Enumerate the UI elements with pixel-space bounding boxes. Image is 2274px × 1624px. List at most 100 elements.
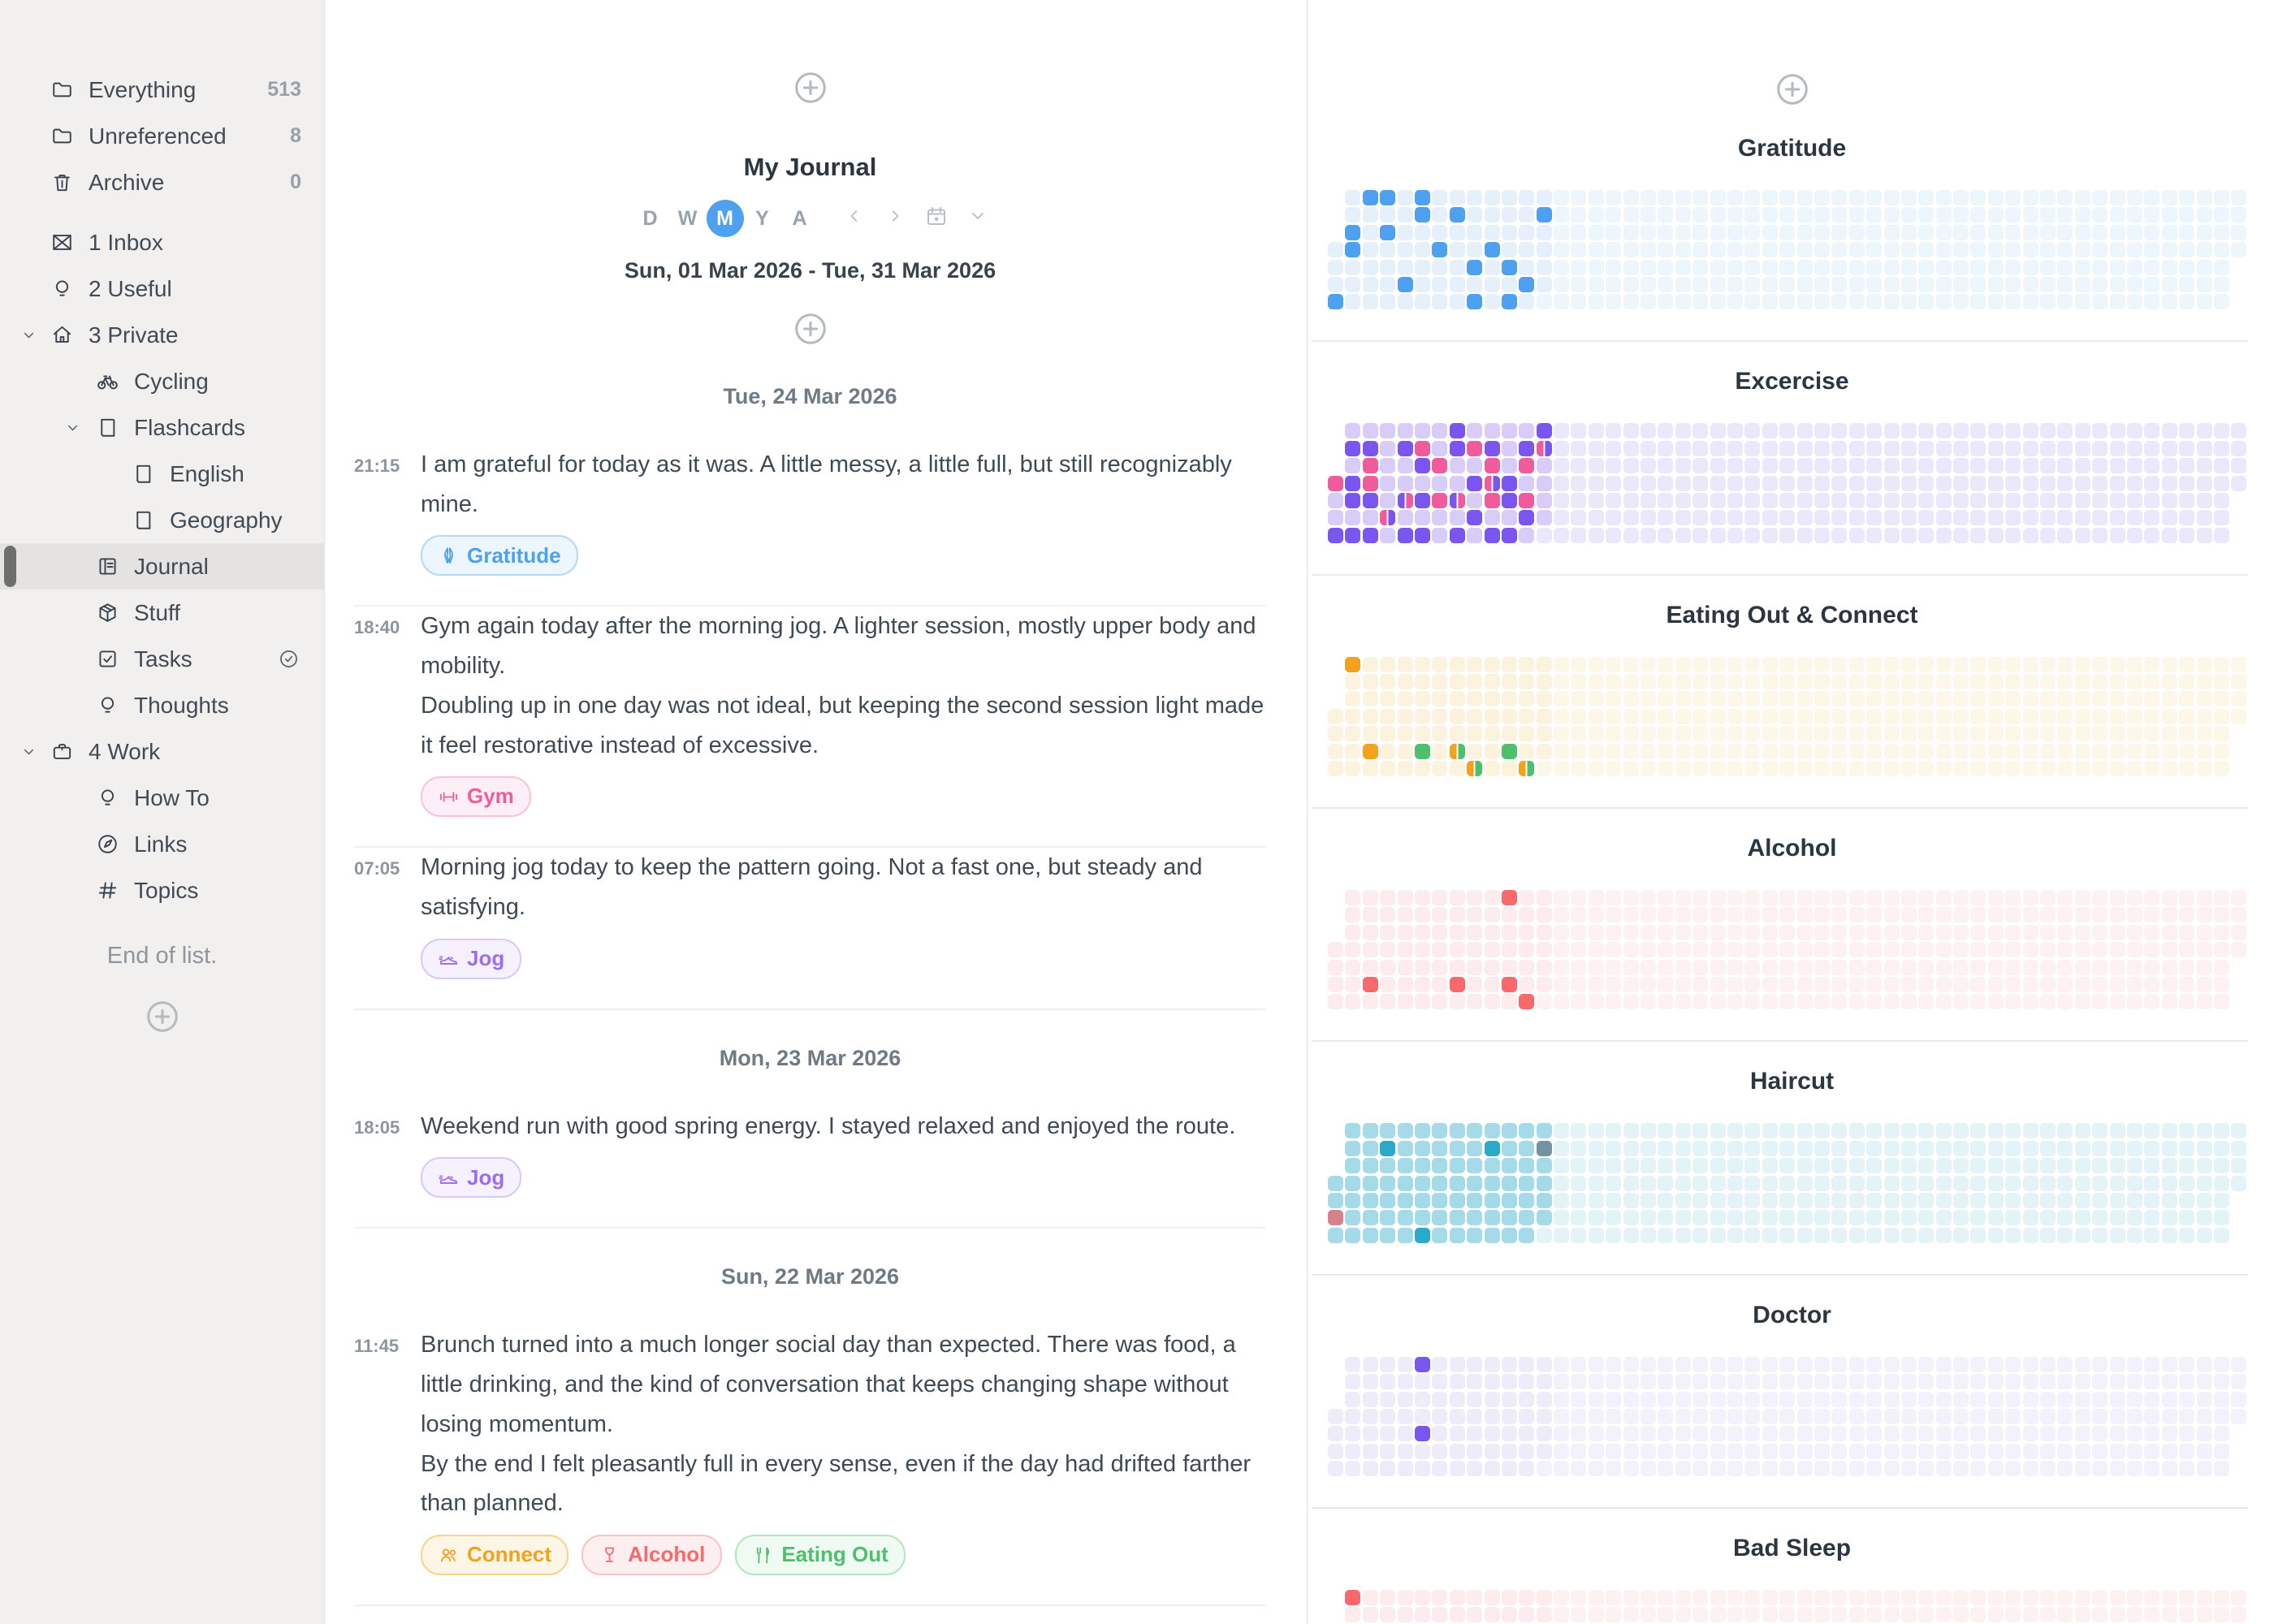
habit-cell[interactable] [1779,207,1796,223]
habit-cell[interactable] [1796,1443,1813,1459]
habit-cell[interactable] [1623,959,1639,975]
habit-cell[interactable] [1432,1210,1448,1226]
habit-cell[interactable] [1675,691,1691,707]
habit-cell[interactable] [1970,440,1987,456]
habit-cell[interactable] [1623,1123,1639,1139]
habit-cell[interactable] [2005,726,2021,742]
habit-cell[interactable] [1831,1210,1848,1226]
habit-cell[interactable] [1414,994,1430,1010]
habit-cell[interactable] [1345,510,1361,526]
habit-cell[interactable] [1693,674,1709,690]
habit-cell[interactable] [1658,510,1674,526]
habit-cell[interactable] [2092,761,2108,777]
habit-cell[interactable] [1641,294,1657,310]
habit-cell[interactable] [2144,224,2160,240]
habit-cell[interactable] [2109,1192,2125,1208]
habit-cell[interactable] [2109,1374,2125,1390]
habit-cell[interactable] [1658,726,1674,742]
habit-cell[interactable] [1501,440,1517,456]
habit-cell[interactable] [2144,656,2160,672]
habit-cell[interactable] [1623,674,1639,690]
habit-cell[interactable] [1831,708,1848,724]
habit-cell[interactable] [1501,1391,1517,1407]
habit-cell[interactable] [2022,242,2038,258]
habit-cell[interactable] [1831,674,1848,690]
habit-cell[interactable] [1658,1158,1674,1174]
habit-cell[interactable] [1814,890,1830,906]
habit-cell[interactable] [2022,1158,2038,1174]
habit-cell[interactable] [1796,492,1813,508]
habit-cell[interactable] [1571,1426,1587,1442]
habit-cell[interactable] [2005,458,2021,474]
habit-cell[interactable] [1414,423,1430,439]
habit-cell[interactable] [1935,1461,1952,1477]
habit-cell[interactable] [1831,207,1848,223]
habit-cell[interactable] [1658,976,1674,992]
habit-cell[interactable] [1900,1192,1917,1208]
habit-cell[interactable] [1328,1408,1343,1424]
habit-cell[interactable] [1554,1175,1570,1191]
habit-cell[interactable] [1536,1590,1552,1606]
habit-cell[interactable] [1744,743,1761,759]
habit-cell[interactable] [1744,207,1761,223]
habit-cell[interactable] [1362,1192,1378,1208]
habit-cell[interactable] [2022,423,2038,439]
habit-cell[interactable] [1414,1391,1430,1407]
habit-cell[interactable] [2144,1123,2160,1139]
habit-cell[interactable] [1675,761,1691,777]
habit-cell[interactable] [2109,242,2125,258]
habit-cell[interactable] [2144,440,2160,456]
habit-cell[interactable] [2109,510,2125,526]
habit-cell[interactable] [1779,1210,1796,1226]
habit-cell[interactable] [1554,1408,1570,1424]
habit-cell[interactable] [1484,1443,1500,1459]
habit-cell[interactable] [1693,1426,1709,1442]
habit-cell[interactable] [1571,1461,1587,1477]
habit-cell[interactable] [1414,907,1430,923]
habit-cell[interactable] [1606,674,1622,690]
habit-cell[interactable] [2161,656,2177,672]
habit-cell[interactable] [1953,674,1969,690]
habit-cell[interactable] [1848,761,1865,777]
habit-cell[interactable] [1519,743,1535,759]
habit-cell[interactable] [1953,1227,1969,1243]
habit-cell[interactable] [1866,1192,1883,1208]
habit-cell[interactable] [1883,458,1900,474]
habit-cell[interactable] [1554,1140,1570,1156]
habit-cell[interactable] [1796,207,1813,223]
habit-cell[interactable] [1883,492,1900,508]
habit-cell[interactable] [1554,1590,1570,1606]
habit-cell[interactable] [1362,1374,1378,1390]
habit-cell[interactable] [1467,761,1483,777]
habit-cell[interactable] [1918,1408,1935,1424]
habit-cell[interactable] [1432,242,1448,258]
habit-cell[interactable] [1606,423,1622,439]
habit-cell[interactable] [1710,1391,1726,1407]
habit-cell[interactable] [1328,294,1343,310]
habit-cell[interactable] [1658,242,1674,258]
habit-cell[interactable] [1848,1192,1865,1208]
habit-cell[interactable] [1918,294,1935,310]
habit-cell[interactable] [1501,1356,1517,1372]
habit-cell[interactable] [1588,440,1604,456]
habit-cell[interactable] [1796,708,1813,724]
habit-cell[interactable] [1918,207,1935,223]
habit-cell[interactable] [1744,1607,1761,1623]
habit-cell[interactable] [1900,475,1917,491]
habit-cell[interactable] [2005,890,2021,906]
habit-cell[interactable] [1779,1391,1796,1407]
habit-cell[interactable] [1831,1607,1848,1623]
sidebar-item-4-work[interactable]: 4 Work [0,728,324,775]
habit-cell[interactable] [1571,440,1587,456]
habit-cell[interactable] [1571,190,1587,205]
habit-cell[interactable] [1328,242,1343,258]
habit-cell[interactable] [1501,1192,1517,1208]
habit-cell[interactable] [1848,1607,1865,1623]
habit-cell[interactable] [1571,1408,1587,1424]
habit-cell[interactable] [1571,1607,1587,1623]
habit-cell[interactable] [1814,475,1830,491]
habit-cell[interactable] [1710,1426,1726,1442]
habit-cell[interactable] [2213,674,2229,690]
habit-cell[interactable] [2126,207,2142,223]
calendar-icon[interactable] [924,204,949,234]
